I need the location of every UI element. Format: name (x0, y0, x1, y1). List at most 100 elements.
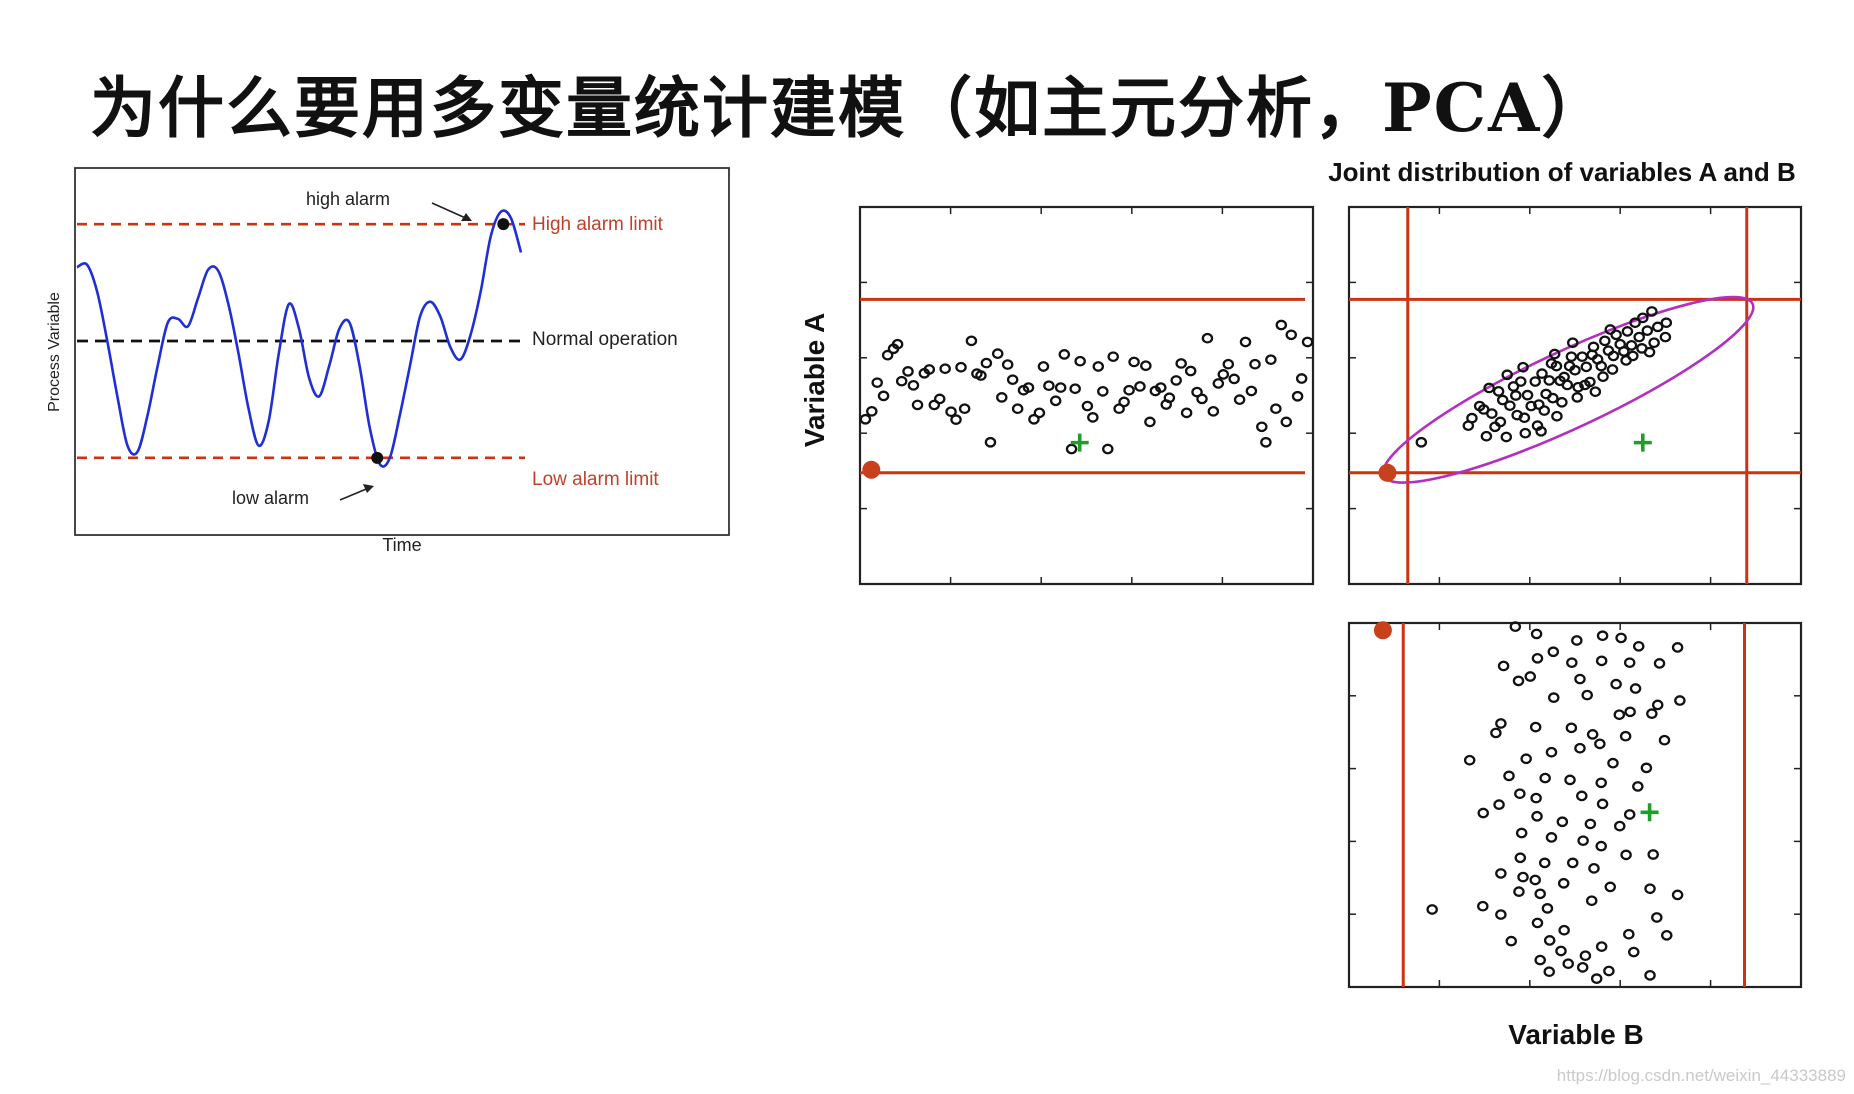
data-point (1625, 340, 1638, 351)
data-point (923, 364, 936, 375)
data-point (1584, 818, 1597, 830)
data-point (1623, 657, 1636, 669)
low-alarm-annotation: low alarm (232, 488, 309, 508)
high-alarm-point (497, 218, 510, 231)
data-point (1163, 392, 1176, 404)
data-point (1530, 792, 1542, 804)
data-point (1547, 392, 1559, 404)
data-point (1572, 381, 1584, 393)
data-point (1576, 790, 1588, 802)
data-point (1566, 657, 1578, 669)
data-point (1175, 358, 1187, 369)
data-point (1674, 695, 1686, 706)
data-point (1604, 881, 1617, 893)
data-point (945, 406, 957, 418)
data-point (1483, 382, 1495, 394)
data-point (1212, 378, 1225, 389)
data-point (1102, 443, 1114, 455)
data-point (1058, 349, 1071, 360)
data-point (1595, 360, 1607, 372)
data-point (1595, 777, 1607, 789)
data-point (859, 413, 872, 425)
data-point (1074, 355, 1086, 367)
data-point (1496, 394, 1509, 406)
data-point (1118, 396, 1130, 408)
high-alarm-arrowhead (461, 213, 472, 221)
data-point (1155, 382, 1167, 393)
data-point (907, 379, 920, 391)
data-point (1463, 754, 1476, 766)
data-point (1590, 973, 1603, 984)
data-point (1081, 400, 1094, 412)
process-x-axis-label: Time (382, 535, 421, 555)
data-point (1563, 360, 1576, 372)
data-point (965, 335, 978, 347)
data-point (1260, 436, 1272, 448)
joint-markers (1378, 433, 1652, 482)
data-point (1493, 799, 1505, 810)
process-variable-chart: High alarm limit Normal operation Low al… (46, 167, 730, 555)
data-point (1505, 935, 1518, 947)
data-point (1301, 336, 1314, 348)
data-point (1561, 379, 1574, 391)
data-point (891, 338, 904, 350)
data-point (1519, 427, 1532, 439)
data-point (1588, 862, 1600, 874)
data-point (1514, 852, 1527, 864)
data-point (1615, 632, 1627, 644)
joint-ticks (1349, 207, 1801, 584)
fault-point (862, 460, 881, 479)
data-point (1595, 655, 1608, 667)
data-point (1536, 368, 1548, 379)
data-point (1497, 660, 1510, 672)
data-point (1510, 390, 1522, 401)
low-alarm-limit-label: Low alarm limit (532, 469, 659, 490)
data-point (1576, 961, 1589, 973)
data-point (1555, 945, 1567, 957)
joint-distribution-title: Joint distribution of variables A and B (1328, 157, 1796, 187)
data-point (1661, 929, 1673, 941)
data-point (1565, 351, 1578, 363)
data-point (1545, 746, 1558, 758)
data-point (1558, 924, 1570, 936)
variable-a-points (859, 319, 1314, 455)
data-point (1222, 358, 1235, 370)
variable-a-markers (862, 433, 1089, 479)
data-point (1180, 407, 1193, 419)
data-point (1627, 350, 1639, 362)
data-point (1594, 738, 1606, 750)
data-point (1543, 935, 1556, 946)
data-point (980, 357, 993, 369)
data-point (1632, 781, 1644, 792)
process-chart-frame (74, 167, 730, 536)
data-point (1640, 762, 1653, 774)
data-point (1535, 425, 1547, 437)
variable-b-markers (1373, 621, 1659, 822)
low-alarm-arrowhead (363, 484, 374, 493)
data-point (1604, 324, 1617, 335)
data-point (1201, 332, 1214, 344)
data-point (1556, 816, 1569, 828)
data-point (1006, 374, 1019, 386)
data-point (1530, 628, 1543, 640)
data-point (1087, 412, 1099, 423)
data-point (1239, 336, 1252, 348)
data-point (1646, 708, 1658, 719)
data-point (1477, 807, 1489, 819)
data-point (881, 349, 894, 361)
high-alarm-annotation: high alarm (306, 189, 390, 209)
data-point (1513, 886, 1525, 897)
data-point (1629, 683, 1642, 694)
watermark: https://blog.csdn.net/weixin_44333889 (1556, 1066, 1846, 1085)
data-point (1610, 678, 1622, 690)
joint-points (1415, 306, 1673, 448)
variable-a-panel: Variable A (799, 205, 1315, 586)
data-point (1579, 950, 1592, 962)
data-point (1545, 358, 1558, 369)
fault-point (1378, 463, 1397, 482)
data-point (1022, 382, 1035, 393)
data-point (1581, 689, 1593, 701)
data-point (933, 393, 946, 405)
data-point (1543, 966, 1555, 978)
